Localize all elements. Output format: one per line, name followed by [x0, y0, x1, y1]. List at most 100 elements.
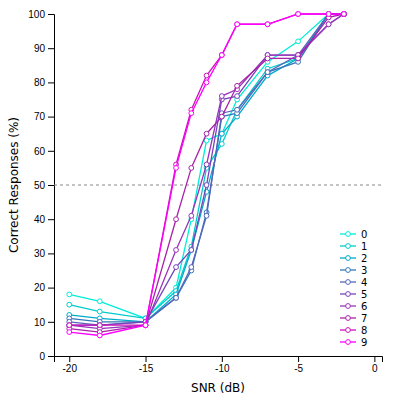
- y-axis-title: Correct Responses (%): [7, 117, 21, 253]
- point: [296, 56, 301, 61]
- tick-label: 10: [34, 317, 46, 328]
- tick: 90: [34, 43, 54, 54]
- point: [326, 12, 331, 17]
- point: [174, 265, 179, 270]
- tick: 20: [34, 282, 54, 293]
- tick-mark: [48, 185, 54, 186]
- legend-entry: 4: [340, 277, 367, 288]
- point: [341, 12, 346, 17]
- point: [296, 56, 301, 61]
- series-line: [69, 14, 344, 318]
- point: [235, 22, 240, 27]
- point: [326, 12, 331, 17]
- point: [204, 183, 209, 188]
- point: [326, 12, 331, 17]
- point: [189, 213, 194, 218]
- point: [219, 114, 224, 119]
- point: [67, 323, 72, 328]
- legend-marker: [346, 328, 351, 333]
- point: [143, 323, 148, 328]
- legend-label: 4: [361, 277, 367, 288]
- tick-label: -5: [294, 363, 303, 374]
- series-line: [69, 14, 344, 335]
- point: [219, 53, 224, 58]
- point: [143, 323, 148, 328]
- legend-label: 7: [361, 313, 367, 324]
- point: [143, 323, 148, 328]
- point: [235, 94, 240, 99]
- legend-label: 0: [361, 229, 367, 240]
- point: [326, 22, 331, 27]
- tick-label: -10: [215, 363, 230, 374]
- point: [204, 131, 209, 136]
- tick-mark: [48, 151, 54, 152]
- tick-mark: [146, 356, 147, 362]
- legend-entry: 8: [340, 325, 367, 336]
- point: [296, 39, 301, 44]
- tick: 80: [34, 77, 54, 88]
- tick: 40: [34, 214, 54, 225]
- point: [174, 166, 179, 171]
- point: [174, 295, 179, 300]
- series-line: [69, 14, 344, 318]
- point: [341, 12, 346, 17]
- point: [204, 80, 209, 85]
- point: [296, 12, 301, 17]
- tick: -15: [139, 356, 154, 374]
- series-line: [69, 14, 344, 325]
- tick-mark: [48, 117, 54, 118]
- tick-label: 90: [34, 43, 46, 54]
- point: [189, 111, 194, 116]
- point: [219, 114, 224, 119]
- tick: -20: [63, 356, 78, 374]
- point: [265, 56, 270, 61]
- point: [219, 94, 224, 99]
- series: [67, 12, 346, 328]
- point: [296, 56, 301, 61]
- tick: 30: [34, 248, 54, 259]
- tick-label: 0: [372, 363, 378, 374]
- point: [326, 12, 331, 17]
- legend-marker: [346, 268, 351, 273]
- legend-entry: 1: [340, 241, 367, 252]
- point: [341, 12, 346, 17]
- tick-label: 70: [34, 111, 46, 122]
- point: [67, 323, 72, 328]
- tick-label: 100: [28, 9, 45, 20]
- point: [189, 166, 194, 171]
- point: [265, 22, 270, 27]
- tick-label: -15: [139, 363, 154, 374]
- tick: -5: [294, 356, 303, 374]
- point: [97, 323, 102, 328]
- plot: -20-15-10-500102030405060708090100012345…: [28, 9, 382, 374]
- tick-label: 30: [34, 248, 46, 259]
- point: [265, 22, 270, 27]
- series: [67, 12, 346, 328]
- axis-line: [55, 357, 383, 363]
- tick-mark: [374, 356, 375, 362]
- point: [97, 333, 102, 338]
- tick: 100: [28, 9, 54, 20]
- point: [97, 323, 102, 328]
- point: [265, 70, 270, 75]
- legend-marker: [346, 244, 351, 249]
- point: [97, 309, 102, 314]
- series-line: [69, 14, 344, 332]
- chart: -20-15-10-500102030405060708090100012345…: [0, 0, 396, 400]
- legend-marker: [346, 316, 351, 321]
- point: [174, 248, 179, 253]
- legend-entry: 6: [340, 301, 367, 312]
- marks: [54, 12, 382, 338]
- tick-mark: [48, 288, 54, 289]
- point: [97, 323, 102, 328]
- series-line: [69, 14, 344, 325]
- legend-entry: 7: [340, 313, 367, 324]
- point: [341, 12, 346, 17]
- point: [204, 162, 209, 167]
- point: [341, 12, 346, 17]
- legend-label: 5: [361, 289, 367, 300]
- point: [97, 299, 102, 304]
- point: [326, 12, 331, 17]
- tick-label: 60: [34, 146, 46, 157]
- legend-marker: [346, 232, 351, 237]
